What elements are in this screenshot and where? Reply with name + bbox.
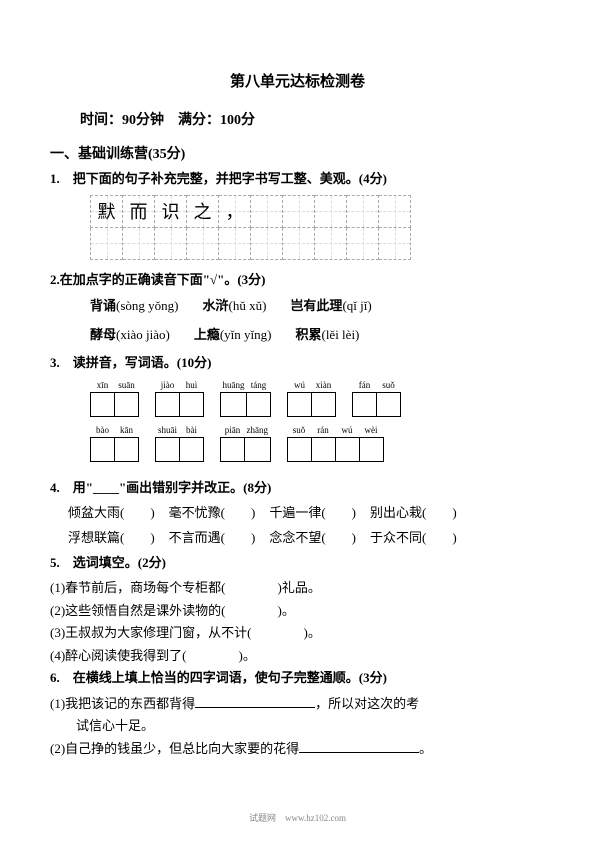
fill-item: 念念不望( ) [269, 528, 356, 549]
q4-row1: 倾盆大雨( ) 毫不忧豫( ) 千遍一律( ) 别出心栽( ) [68, 503, 545, 524]
q2-row2: 酵母(xiào jiào) 上瘾(yǐn yǐng) 积累(lěi lèi) [90, 324, 545, 343]
q5-item: (4)醉心阅读使我得到了( )。 [50, 646, 545, 666]
pinyin-box: shuāibài [155, 423, 204, 462]
q1-text: 1. 把下面的句子补充完整，并把字书写工整、美观。(4分) [50, 169, 545, 189]
grid-cell [315, 195, 347, 227]
q3-grid: xīnsuān jiàohuì huāngtáng wúxiàn fánsuǒ bàokā… [90, 379, 545, 468]
footer: 试题网 www.hz102.com [0, 811, 595, 824]
page-title: 第八单元达标检测卷 [50, 70, 545, 91]
q6-item: (2)自己挣的钱虽少，但总比向大家要的花得。 [50, 739, 545, 759]
blank [195, 694, 315, 708]
pinyin-box: suǒránwúwèi [287, 423, 384, 462]
fill-item: 千遍一律( ) [269, 503, 356, 524]
pinyin-box: xīnsuān [90, 379, 139, 418]
pinyin-box: piānzhāng [220, 423, 271, 462]
q5-item: (1)春节前后，商场每个专柜都( )礼品。 [50, 578, 545, 598]
grid-cell [347, 227, 379, 259]
grid-cell [315, 227, 347, 259]
pinyin-box: bàokān [90, 423, 139, 462]
q6-item: (1)我把该记的东西都背得，所以对这次的考 [50, 694, 545, 714]
pinyin-item: 酵母(xiào jiào) [90, 324, 170, 343]
q5-text: 5. 选词填空。(2分) [50, 553, 545, 573]
pinyin-box: wúxiàn [287, 379, 336, 418]
grid-cell [379, 195, 411, 227]
grid-cell: 而 [123, 195, 155, 227]
grid-cell [283, 227, 315, 259]
pinyin-box: fánsuǒ [352, 379, 401, 418]
grid-cell [283, 195, 315, 227]
page-subtitle: 时间：90分钟 满分：100分 [80, 109, 545, 129]
grid-cell: 识 [155, 195, 187, 227]
grid-cell: ， [219, 195, 251, 227]
q4-text: 4. 用"____"画出错别字并改正。(8分) [50, 478, 545, 498]
grid-cell [379, 227, 411, 259]
fill-item: 于众不同( ) [370, 528, 457, 549]
q4-row2: 浮想联篇( ) 不言而遇( ) 念念不望( ) 于众不同( ) [68, 528, 545, 549]
writing-grid: 默而识之， [90, 195, 545, 260]
pinyin-item: 水浒(hǔ xǔ) [202, 295, 266, 314]
fill-item: 毫不忧豫( ) [169, 503, 256, 524]
q5-item: (3)王叔叔为大家修理门窗，从不计( )。 [50, 623, 545, 643]
fill-item: 不言而遇( ) [169, 528, 256, 549]
q3-text: 3. 读拼音，写词语。(10分) [50, 353, 545, 373]
fill-item: 别出心栽( ) [370, 503, 457, 524]
grid-cell: 默 [91, 195, 123, 227]
q2-text: 2.在加点字的正确读音下面"√"。(3分) [50, 270, 545, 290]
pinyin-item: 上瘾(yǐn yǐng) [194, 324, 272, 343]
grid-cell [123, 227, 155, 259]
q6-text: 6. 在横线上填上恰当的四字词语，使句子完整通顺。(3分) [50, 668, 545, 688]
grid-cell [219, 227, 251, 259]
q6-item: 试信心十足。 [50, 716, 545, 736]
pinyin-box: huāngtáng [220, 379, 271, 418]
pinyin-item: 岂有此理(qǐ jǐ) [290, 295, 371, 314]
grid-cell [347, 195, 379, 227]
grid-cell: 之 [187, 195, 219, 227]
q2-row1: 背诵(sòng yǒng) 水浒(hǔ xǔ) 岂有此理(qǐ jǐ) [90, 295, 545, 314]
grid-cell [155, 227, 187, 259]
q5-item: (2)这些领悟自然是课外读物的( )。 [50, 601, 545, 621]
blank [299, 739, 419, 753]
grid-cell [251, 227, 283, 259]
grid-cell [91, 227, 123, 259]
grid-cell [251, 195, 283, 227]
pinyin-box: jiàohuì [155, 379, 204, 418]
section-1-header: 一、基础训练营(35分) [50, 143, 545, 163]
pinyin-item: 背诵(sòng yǒng) [90, 295, 178, 314]
pinyin-item: 积累(lěi lèi) [295, 324, 359, 343]
fill-item: 浮想联篇( ) [68, 528, 155, 549]
grid-cell [187, 227, 219, 259]
fill-item: 倾盆大雨( ) [68, 503, 155, 524]
